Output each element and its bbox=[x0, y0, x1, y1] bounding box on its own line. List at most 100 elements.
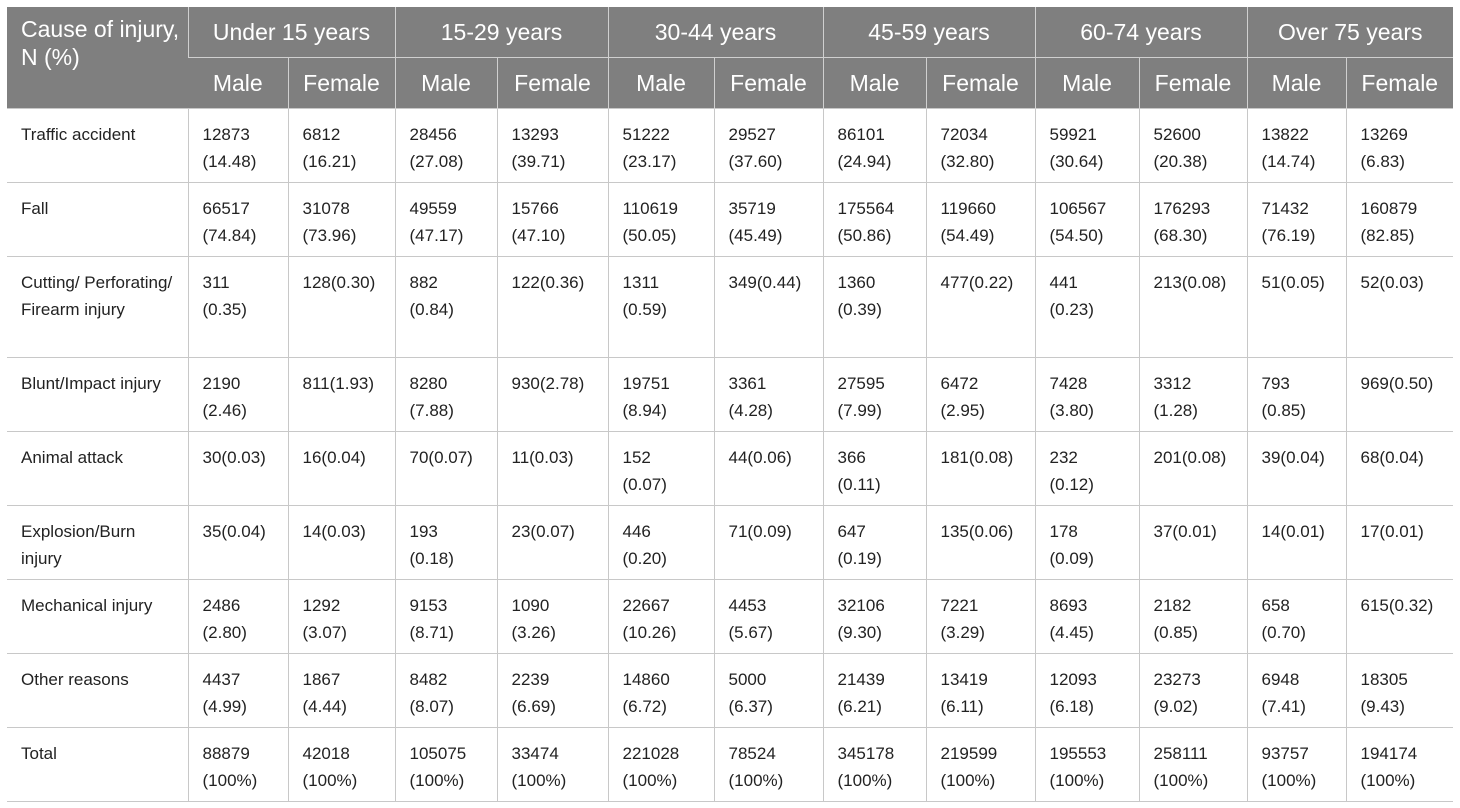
value-cell: 23(0.07) bbox=[496, 505, 608, 580]
age-group-header-row: Cause of injury, N (%) Under 15 years 15… bbox=[7, 7, 1454, 109]
count-value: 178 bbox=[1049, 522, 1078, 541]
value-cell: 32106 (9.30) bbox=[822, 579, 926, 654]
percent-value: (68.30) bbox=[1153, 226, 1208, 245]
percent-value: (0.09) bbox=[1049, 549, 1094, 568]
value-cell: 110619 (50.05) bbox=[607, 182, 714, 257]
percent-value: (9.30) bbox=[837, 623, 882, 642]
value-cell: 37(0.01) bbox=[1138, 505, 1247, 580]
count-value: 152 bbox=[622, 448, 651, 467]
value-cell: 51222 (23.17) bbox=[607, 108, 714, 183]
table-row: Traffic accident 12873 (14.48) 6812 (16.21) 2… bbox=[7, 108, 1454, 183]
count-value: 441 bbox=[1049, 273, 1078, 292]
value-cell: 2486 (2.80) bbox=[187, 579, 288, 654]
value-cell: 86101 (24.94) bbox=[822, 108, 926, 183]
cause-cell: Total bbox=[7, 727, 188, 802]
value-cell: 178 (0.09) bbox=[1034, 505, 1139, 580]
count-value: 213(0.08) bbox=[1153, 273, 1227, 292]
count-value: 110619 bbox=[622, 199, 678, 218]
value-cell: 219599 (100%) bbox=[925, 727, 1035, 802]
percent-value: (0.19) bbox=[837, 549, 882, 568]
value-cell: 14(0.03) bbox=[287, 505, 395, 580]
percent-value: (47.10) bbox=[511, 226, 566, 245]
value-cell: 195553 (100%) bbox=[1034, 727, 1139, 802]
cause-cell: Blunt/Impact injury bbox=[7, 357, 188, 432]
value-cell: 4437 (4.99) bbox=[187, 653, 288, 728]
value-cell: 71432 (76.19) bbox=[1246, 182, 1346, 257]
percent-value: (3.29) bbox=[940, 623, 985, 642]
value-cell: 441 (0.23) bbox=[1034, 256, 1139, 358]
value-cell: 3361 (4.28) bbox=[713, 357, 823, 432]
count-value: 71(0.09) bbox=[728, 522, 792, 541]
count-value: 4453 bbox=[728, 596, 767, 615]
percent-value: (3.07) bbox=[302, 623, 347, 642]
percent-value: (32.80) bbox=[940, 152, 995, 171]
count-value: 9153 bbox=[409, 596, 448, 615]
female-header: Female bbox=[1138, 57, 1247, 109]
count-value: 52(0.03) bbox=[1360, 273, 1424, 292]
value-cell: 8693 (4.45) bbox=[1034, 579, 1139, 654]
female-header: Female bbox=[287, 57, 395, 109]
percent-value: (14.74) bbox=[1261, 152, 1316, 171]
count-value: 23(0.07) bbox=[511, 522, 575, 541]
percent-value: (6.83) bbox=[1360, 152, 1405, 171]
value-cell: 19751 (8.94) bbox=[607, 357, 714, 432]
count-value: 42018 bbox=[302, 744, 350, 763]
value-cell: 105075 (100%) bbox=[394, 727, 497, 802]
value-cell: 93757 (100%) bbox=[1246, 727, 1346, 802]
count-value: 105075 bbox=[409, 744, 467, 763]
count-value: 4437 bbox=[202, 670, 241, 689]
count-value: 8482 bbox=[409, 670, 448, 689]
value-cell: 30(0.03) bbox=[187, 431, 288, 506]
count-value: 27595 bbox=[837, 374, 885, 393]
count-value: 2486 bbox=[202, 596, 241, 615]
value-cell: 2239 (6.69) bbox=[496, 653, 608, 728]
male-header: Male bbox=[1246, 57, 1346, 109]
value-cell: 135(0.06) bbox=[925, 505, 1035, 580]
value-cell: 969(0.50) bbox=[1345, 357, 1454, 432]
value-cell: 42018 (100%) bbox=[287, 727, 395, 802]
value-cell: 793 (0.85) bbox=[1246, 357, 1346, 432]
percent-value: (3.26) bbox=[511, 623, 556, 642]
count-value: 16(0.04) bbox=[302, 448, 366, 467]
count-value: 193 bbox=[409, 522, 438, 541]
count-value: 6812 bbox=[302, 125, 341, 144]
count-value: 349(0.44) bbox=[728, 273, 802, 292]
value-cell: 3312 (1.28) bbox=[1138, 357, 1247, 432]
count-value: 18305 bbox=[1360, 670, 1408, 689]
value-cell: 29527 (37.60) bbox=[713, 108, 823, 183]
value-cell: 2190 (2.46) bbox=[187, 357, 288, 432]
percent-value: (0.11) bbox=[837, 475, 881, 494]
count-value: 1311 bbox=[622, 273, 660, 292]
percent-value: (0.85) bbox=[1153, 623, 1198, 642]
percent-value: (100%) bbox=[511, 771, 567, 790]
value-cell: 175564 (50.86) bbox=[822, 182, 926, 257]
percent-value: (0.70) bbox=[1261, 623, 1306, 642]
value-cell: 1867 (4.44) bbox=[287, 653, 395, 728]
percent-value: (9.02) bbox=[1153, 697, 1198, 716]
count-value: 29527 bbox=[728, 125, 776, 144]
percent-value: (50.05) bbox=[622, 226, 677, 245]
count-value: 51222 bbox=[622, 125, 670, 144]
value-cell: 258111 (100%) bbox=[1138, 727, 1247, 802]
table-body: Traffic accident 12873 (14.48) 6812 (16.21) 2… bbox=[7, 108, 1454, 802]
count-value: 2239 bbox=[511, 670, 550, 689]
value-cell: 17(0.01) bbox=[1345, 505, 1454, 580]
count-value: 19751 bbox=[622, 374, 670, 393]
value-cell: 72034 (32.80) bbox=[925, 108, 1035, 183]
value-cell: 21439 (6.21) bbox=[822, 653, 926, 728]
percent-value: (76.19) bbox=[1261, 226, 1316, 245]
count-value: 12873 bbox=[202, 125, 250, 144]
count-value: 93757 bbox=[1261, 744, 1309, 763]
count-value: 5000 bbox=[728, 670, 767, 689]
age-group-header: Over 75 years bbox=[1246, 7, 1454, 58]
count-value: 221028 bbox=[622, 744, 680, 763]
value-cell: 6812 (16.21) bbox=[287, 108, 395, 183]
count-value: 68(0.04) bbox=[1360, 448, 1424, 467]
value-cell: 13419 (6.11) bbox=[925, 653, 1035, 728]
value-cell: 70(0.07) bbox=[394, 431, 497, 506]
count-value: 22667 bbox=[622, 596, 670, 615]
percent-value: (100%) bbox=[1153, 771, 1209, 790]
value-cell: 221028 (100%) bbox=[607, 727, 714, 802]
value-cell: 7221 (3.29) bbox=[925, 579, 1035, 654]
cause-cell: Mechanical injury bbox=[7, 579, 188, 654]
